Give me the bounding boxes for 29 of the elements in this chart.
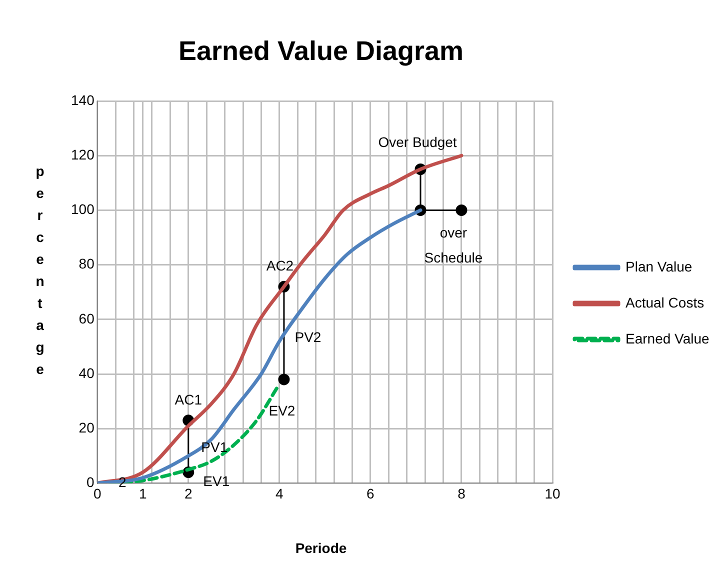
chart-title: Earned Value Diagram [177, 36, 465, 67]
x-tick-label: 6 [366, 485, 375, 502]
annotation: over Schedule [424, 224, 483, 266]
y-tick-label: 140 [71, 92, 95, 108]
legend-label: Earned Value [626, 330, 710, 346]
y-tick-label: 40 [78, 364, 95, 381]
x-axis-title: Periode [294, 540, 348, 556]
annotation: PV2 [294, 328, 322, 345]
point [456, 204, 468, 216]
y-tick-label: 120 [71, 146, 95, 162]
annotation: AC1 [174, 391, 202, 408]
y-tick-label: 60 [78, 310, 95, 326]
annotation: AC2 [266, 258, 294, 274]
x-tick-label: 4 [276, 485, 284, 502]
annotation: EV2 [268, 402, 296, 418]
annotation: EV1 [203, 473, 230, 490]
x-tick-label: 1 [138, 485, 147, 502]
text: percentage [36, 163, 44, 377]
y-tick-label: 80 [78, 256, 95, 272]
y-tick-label: 0 [86, 474, 95, 490]
x-tick-label: 2 [184, 485, 192, 502]
x-tick-label: 10 [544, 485, 560, 502]
annotation: Over Budget [378, 134, 457, 150]
legend-label: Plan Value [626, 258, 692, 274]
y-tick-label: 20 [78, 419, 95, 436]
point [278, 374, 290, 386]
legend-label: Actual Costs [626, 294, 704, 310]
y-tick-label: 100 [71, 201, 95, 218]
x-tick-label: 8 [458, 485, 466, 502]
